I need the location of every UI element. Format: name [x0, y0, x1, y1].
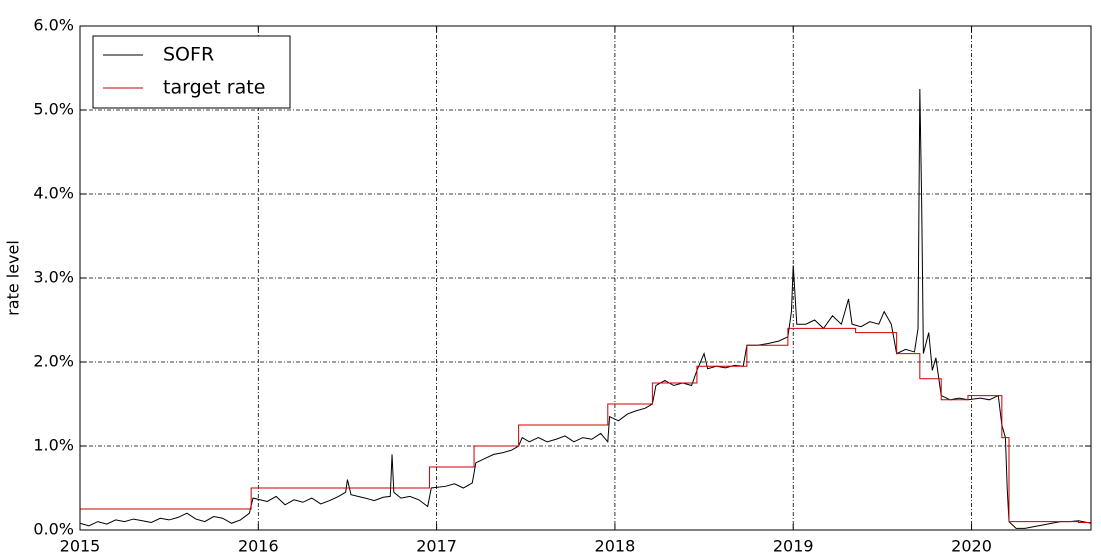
legend-label: SOFR	[163, 44, 214, 66]
series-line	[79, 88, 1092, 529]
y-tick-label: 1.0%	[33, 436, 74, 455]
x-tick-label: 2018	[595, 537, 636, 556]
legend-box	[92, 35, 291, 109]
y-tick-label: 2.0%	[33, 352, 74, 371]
x-tick-label: 2017	[416, 537, 457, 556]
y-tick-label: 4.0%	[33, 184, 74, 203]
legend-label: target rate	[163, 77, 265, 99]
series-line	[80, 327, 1091, 523]
y-tick-label: 6.0%	[33, 16, 74, 35]
x-tick-label: 2016	[238, 537, 279, 556]
x-tick-label: 2020	[951, 537, 992, 556]
y-tick-label: 5.0%	[33, 100, 74, 119]
plot-frame	[79, 25, 1092, 531]
y-tick-label: 0.0%	[33, 520, 74, 539]
x-tick-label: 2015	[60, 537, 101, 556]
y-axis-label: rate level	[4, 240, 23, 316]
y-tick-label: 3.0%	[33, 268, 74, 287]
x-tick-label: 2019	[773, 537, 814, 556]
